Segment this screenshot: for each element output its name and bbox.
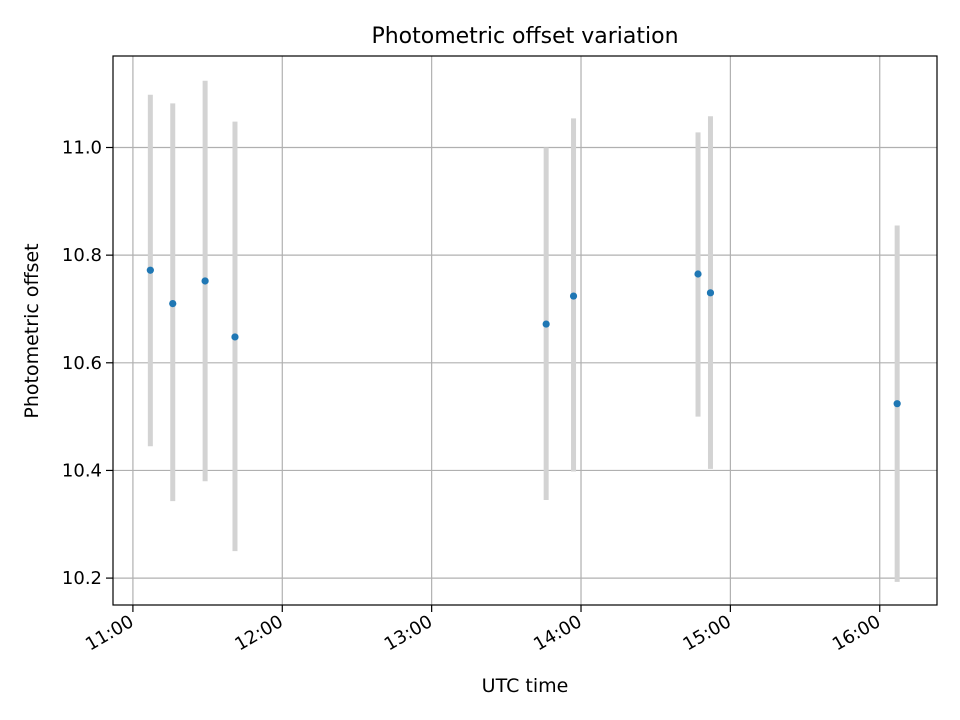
y-tick-label: 10.8	[62, 245, 102, 266]
data-point	[231, 333, 239, 341]
plot-frame	[112, 55, 938, 606]
data-point	[706, 289, 715, 297]
y-tick-label: 10.4	[62, 460, 102, 481]
data-point	[893, 400, 901, 408]
data-point	[694, 270, 702, 278]
data-point	[169, 299, 177, 308]
chart-title: Photometric offset variation	[371, 24, 678, 49]
data-point	[146, 266, 154, 274]
grid-layer	[113, 56, 937, 605]
y-tick-label: 11.0	[62, 138, 102, 159]
y-axis-label: Photometric offset	[21, 243, 43, 418]
y-tick-label: 10.6	[62, 353, 102, 374]
data-point	[542, 320, 550, 328]
x-axis-label: UTC time	[482, 675, 569, 697]
data-point	[569, 292, 578, 300]
data-point	[201, 277, 209, 285]
point-layer	[146, 266, 901, 408]
y-tick-label: 10.2	[62, 568, 102, 589]
